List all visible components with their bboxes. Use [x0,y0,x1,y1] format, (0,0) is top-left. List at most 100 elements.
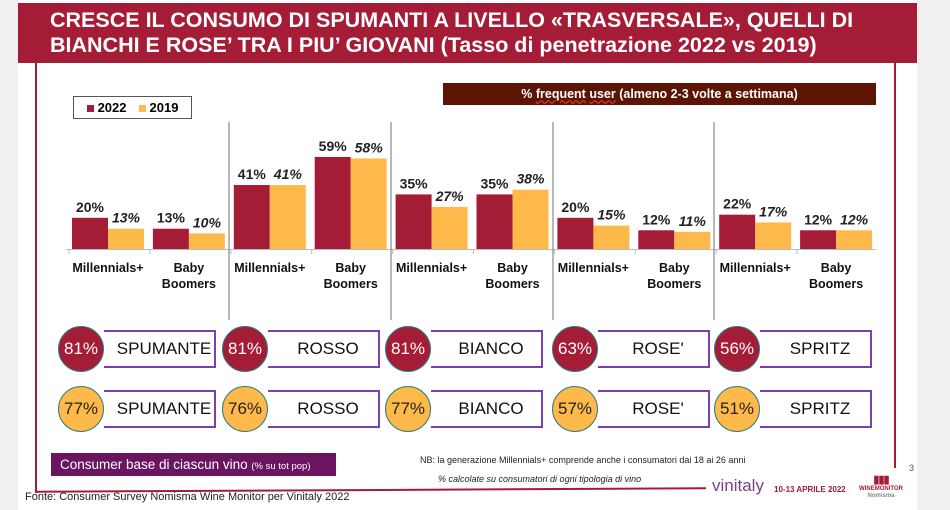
title-line-2: BIANCHI E ROSE’ TRA I PIU’ GIOVANI (Tass… [50,33,817,57]
frame-line-left [35,63,37,493]
consumer-base-wine-2019: SPUMANTE [104,390,216,428]
x-tick-label: Baby [335,261,366,275]
winemonitor-mark-icon: ▮▮▮ [873,474,889,486]
consumer-base-label-main: Consumer base di ciascun vino [60,457,252,472]
data-label: 41% [273,166,303,182]
data-label: 58% [355,140,384,156]
consumer-base-pct-2022: 81% [58,326,104,372]
bar-2022-6 [557,217,594,249]
consumer-base-wine-2019: ROSE' [598,390,710,428]
winemonitor-text: WINEMONITOR [859,486,903,492]
legend-label-2019: 2019 [149,100,179,115]
x-tick-label: Baby [659,261,690,275]
bar-2019-7 [674,231,711,249]
legend-swatch-2019 [138,105,146,112]
winemonitor-logo: ▮▮▮ WINEMONITOR Nomisma [858,474,904,500]
x-tick-label: Baby [174,261,205,275]
bar-2022-3 [314,156,351,249]
consumer-base-pct-2019: 57% [552,386,598,432]
banner-suffix: (almeno 2-3 volte a settimana) [615,87,798,101]
bar-2022-8 [719,214,756,249]
title-line-1: CRESCE IL CONSUMO DI SPUMANTI A LIVELLO … [50,8,854,32]
data-label: 10% [193,214,222,230]
frequent-user-banner: % frequent user (almeno 2-3 volte a sett… [443,83,876,105]
bar-2022-1 [152,228,189,249]
consumer-base-pct-2019: 77% [58,386,104,432]
data-label: 59% [319,138,348,154]
legend-item-2019: 2019 [138,100,179,115]
consumer-base-wine-2019: ROSSO [268,390,380,428]
x-tick-label: Boomers [324,277,378,291]
x-tick-label: Millennials+ [558,261,629,275]
title-bar: CRESCE IL CONSUMO DI SPUMANTI A LIVELLO … [18,3,917,63]
x-tick-label: Boomers [162,277,216,291]
x-tick-label: Boomers [647,277,701,291]
consumer-base-pct-2022: 63% [552,326,598,372]
bar-2019-8 [755,222,792,249]
consumer-base-wine-2022: SPUMANTE [104,330,216,368]
data-label: 12% [804,211,833,227]
consumer-base-pct-2022: 81% [385,326,431,372]
x-tick-label: Boomers [485,277,539,291]
data-label: 35% [400,175,429,191]
page-title: CRESCE IL CONSUMO DI SPUMANTI A LIVELLO … [50,8,917,58]
consumer-base-label: Consumer base di ciascun vino (% su tot … [51,453,336,476]
x-tick-label: Millennials+ [720,261,791,275]
consumer-base-wine-2019: SPRITZ [760,390,872,428]
banner-frequent: frequent [535,87,586,101]
data-label: 12% [642,211,671,227]
legend-label-2022: 2022 [97,100,127,115]
chart-legend: 2022 2019 [73,96,192,119]
source-note: Fonte: Consumer Survey Nomisma Wine Moni… [25,491,350,503]
data-label: 41% [238,166,267,182]
bar-2022-0 [72,217,108,249]
data-label: 12% [840,211,869,227]
page-number: 3 [909,463,915,473]
legend-item-2022: 2022 [86,100,127,115]
frame-line-right [894,63,896,468]
data-label: 22% [723,196,752,212]
consumer-base-pct-2019: 51% [714,386,760,432]
x-tick-label: Baby [497,261,528,275]
bar-2019-1 [188,233,225,249]
x-tick-label: Boomers [809,277,863,291]
vinitaly-logo: vinitaly [712,476,764,495]
data-label: 20% [561,199,590,215]
consumer-base-wine-2022: SPRITZ [760,330,872,368]
bar-2019-0 [108,228,144,249]
bar-2019-4 [431,206,468,249]
consumer-base-pct-2019: 76% [222,386,268,432]
data-label: 17% [759,203,788,219]
data-label: 27% [435,188,465,204]
bar-2022-9 [800,230,837,249]
consumer-base-wine-2022: ROSSO [268,330,380,368]
x-tick-label: Millennials+ [72,261,143,275]
banner-prefix: % [521,87,536,101]
consumer-base-label-small: (% su tot pop) [251,461,311,472]
data-label: 11% [679,213,707,229]
x-tick-label: Millennials+ [396,261,467,275]
note-millennials: NB: la generazione Millennials+ comprend… [420,455,746,465]
bar-2019-2 [269,185,306,249]
consumer-base-pct-2022: 81% [222,326,268,372]
consumer-base-wine-2019: BIANCO [431,390,543,428]
nomisma-text: Nomisma [867,493,895,499]
bar-2019-3 [350,158,387,249]
bar-2022-7 [638,230,675,249]
bar-2019-6 [593,225,630,249]
x-tick-label: Baby [821,261,852,275]
bar-2019-5 [512,189,549,249]
legend-swatch-2022 [86,105,94,112]
consumer-base-pct-2019: 77% [385,386,431,432]
x-tick-label: Millennials+ [234,261,305,275]
vinitaly-dates: 10-13 APRILE 2022 [774,485,846,494]
data-label: 13% [157,210,186,226]
data-label: 35% [480,175,509,191]
data-label: 13% [112,210,141,226]
bar-2022-4 [395,194,432,249]
consumer-base-wine-2022: BIANCO [431,330,543,368]
bar-2022-2 [233,185,270,249]
bar-2019-9 [836,230,873,249]
consumer-base-pct-2022: 56% [714,326,760,372]
data-label: 15% [597,207,626,223]
